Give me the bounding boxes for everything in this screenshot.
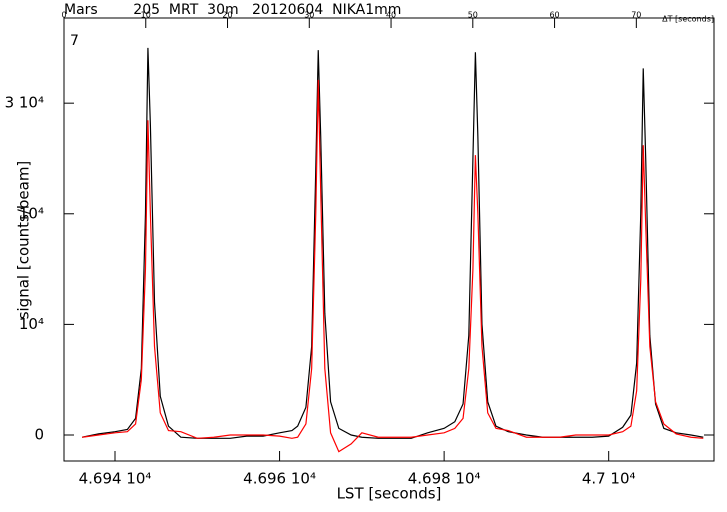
y-tick-label: 10⁴ xyxy=(19,315,44,333)
x2-tick-label: 0 xyxy=(61,11,66,20)
y-tick-label: 10⁴ xyxy=(19,204,44,222)
x2-tick-label: 60 xyxy=(549,11,559,20)
x-tick-label: 4.7 10⁴ xyxy=(582,470,636,488)
plot-frame xyxy=(63,17,715,462)
chart-title: Mars 205 MRT 30m 20120604 NIKA1mm xyxy=(64,2,401,18)
series-line xyxy=(82,79,704,453)
y-axis-label: signal [counts/beam] xyxy=(15,161,33,320)
x-axis-label: LST [seconds] xyxy=(337,485,442,503)
x-tick-label: 4.694 10⁴ xyxy=(79,470,152,488)
x2-tick-label: 50 xyxy=(468,11,478,20)
y-tick-label: 3 10⁴ xyxy=(5,94,44,112)
x2-tick-label: 20 xyxy=(222,11,232,20)
annotation: 7 xyxy=(70,33,79,49)
x2-tick-label: 40 xyxy=(386,11,396,20)
series-line xyxy=(81,47,704,439)
x-tick-label: 4.696 10⁴ xyxy=(243,470,316,488)
x2-tick-label: 70 xyxy=(631,11,641,20)
x-tick-label: 4.698 10⁴ xyxy=(408,470,481,488)
x2-axis-label: ΔT [seconds] xyxy=(662,15,714,24)
y-tick-label: 0 xyxy=(34,426,44,444)
x2-tick-label: 30 xyxy=(304,11,314,20)
x2-tick-label: 10 xyxy=(141,11,151,20)
